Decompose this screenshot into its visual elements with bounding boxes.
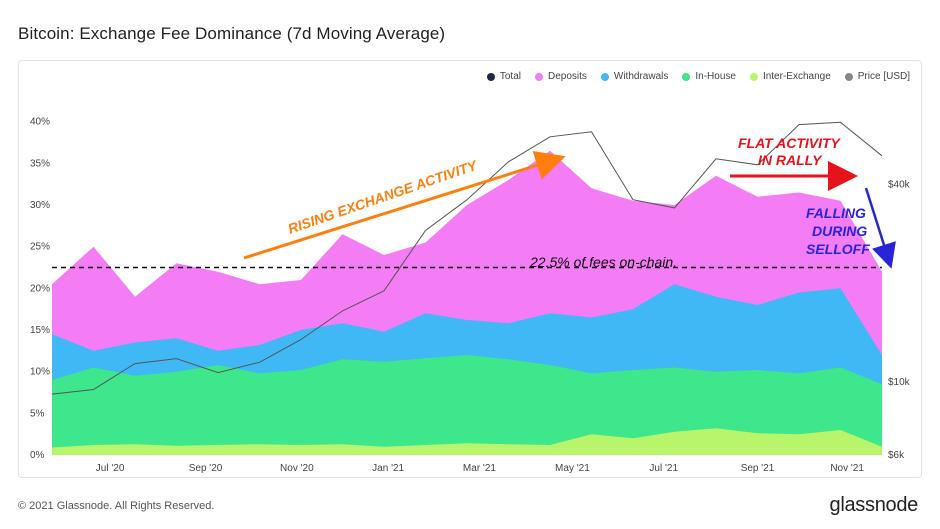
legend-item-deposits[interactable]: Deposits	[534, 71, 587, 82]
y-right-tick-label: $6k	[888, 450, 905, 461]
y-tick-label: 25%	[30, 242, 50, 253]
x-tick-label: Nov '21	[830, 463, 864, 474]
legend-dot-inhouse	[682, 72, 691, 81]
area-inter-exchange	[52, 428, 882, 455]
falling-label-2: DURING	[812, 223, 867, 239]
price-layer	[51, 121, 883, 395]
falling-label-3: SELLOFF	[806, 241, 870, 257]
y-right-tick-label: $10k	[888, 377, 911, 388]
reference-line-layer: 22.5% of fees on-chain.	[52, 254, 882, 270]
chart-title: Bitcoin: Exchange Fee Dominance (7d Movi…	[18, 24, 446, 43]
legend-dot-total	[486, 72, 495, 81]
x-tick-label: May '21	[555, 463, 590, 474]
y-tick-label: 20%	[30, 283, 50, 294]
x-tick-label: Mar '21	[463, 463, 496, 474]
flat-label-2: IN RALLY	[758, 152, 823, 168]
legend-dot-withdrawals	[600, 72, 609, 81]
price-line	[51, 121, 883, 395]
y-tick-label: 10%	[30, 367, 50, 378]
y-tick-label: 15%	[30, 325, 50, 336]
flat-label-1: FLAT ACTIVITY	[738, 135, 842, 151]
rising-arrow	[243, 150, 566, 260]
footer-logo: glassnode	[829, 494, 919, 516]
y-tick-label: 5%	[30, 408, 45, 419]
legend-label-price: Price [USD]	[857, 71, 910, 82]
y-right-tick-label: $40k	[888, 180, 911, 191]
x-tick-label: Jul '21	[649, 463, 678, 474]
x-tick-label: Jan '21	[372, 463, 404, 474]
legend-label-total: Total	[499, 71, 521, 82]
legend-item-withdrawals[interactable]: Withdrawals	[600, 71, 669, 82]
x-tick-label: Sep '20	[189, 463, 223, 474]
legend-label-inhouse: In-House	[695, 71, 736, 82]
falling-label-1: FALLING	[806, 205, 866, 221]
legend-label-inter: Inter-Exchange	[762, 71, 831, 82]
area-layer	[52, 150, 882, 456]
y-tick-label: 30%	[30, 200, 50, 211]
footer-copyright: © 2021 Glassnode. All Rights Reserved.	[18, 500, 215, 512]
legend-item-inhouse[interactable]: In-House	[682, 71, 736, 82]
legend-label-withdrawals: Withdrawals	[613, 71, 669, 82]
reference-line-label: 22.5% of fees on-chain.	[529, 254, 677, 270]
legend-item-price[interactable]: Price [USD]	[844, 71, 910, 82]
legend: Total Deposits Withdrawals In-House Inte…	[486, 71, 910, 82]
y-tick-label: 40%	[30, 117, 50, 128]
y-tick-label: 0%	[30, 450, 45, 461]
x-tick-label: Jul '20	[96, 463, 125, 474]
x-tick-label: Nov '20	[280, 463, 314, 474]
legend-dot-deposits	[534, 72, 543, 81]
legend-dot-price	[844, 72, 853, 81]
legend-dot-inter	[749, 72, 758, 81]
axes-layer: 0% 5% 10% 15% 20% 25% 30% 35% 40% Jul '20 Sep '20 N…	[30, 117, 911, 474]
falling-arrow	[864, 187, 896, 269]
y-tick-label: 35%	[30, 158, 50, 169]
x-tick-label: Sep '21	[741, 463, 775, 474]
area-in-house	[52, 355, 882, 455]
legend-label-deposits: Deposits	[547, 71, 587, 82]
legend-item-inter[interactable]: Inter-Exchange	[749, 71, 831, 82]
legend-item-total[interactable]: Total	[486, 71, 521, 82]
